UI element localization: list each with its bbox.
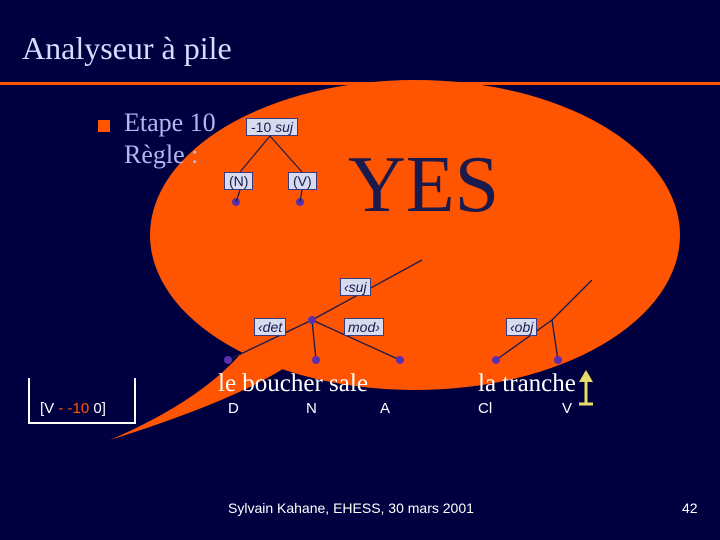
stack-close: 0]	[89, 400, 106, 417]
slide-title: Analyseur à pile	[22, 30, 232, 67]
rule-tag-num: -10	[251, 119, 271, 135]
rule-tag: -10 suj	[246, 118, 298, 136]
phrase-1: le boucher sale	[218, 370, 368, 398]
pos-V: V	[562, 400, 572, 417]
edge-label-det: ‹det	[254, 318, 286, 336]
stack-text: [V - -10 0]	[40, 400, 106, 417]
rule-dot-right	[296, 198, 304, 206]
edge-label-obj: ‹obj	[506, 318, 537, 336]
edge-label-mod: mod›	[344, 318, 384, 336]
rule-right: (V)	[288, 172, 317, 190]
pos-A: A	[380, 400, 390, 417]
stack-open: [V	[40, 400, 58, 417]
yes-text: YES	[348, 140, 499, 231]
tree-dot	[554, 356, 562, 364]
rule-dot-left	[232, 198, 240, 206]
page-number: 42	[682, 500, 698, 516]
tree-dot	[312, 356, 320, 364]
pos-N: N	[306, 400, 317, 417]
tree-dot	[492, 356, 500, 364]
footer-text: Sylvain Kahane, EHESS, 30 mars 2001	[228, 500, 474, 516]
title-underline	[0, 82, 720, 85]
rule-left: (N)	[224, 172, 253, 190]
speech-bubble	[0, 0, 720, 540]
tree-dot	[308, 316, 316, 324]
tree-dot	[224, 356, 232, 364]
stack-mid: - -10	[58, 400, 89, 417]
bullet-icon	[98, 120, 110, 132]
rule-tag-word: suj	[275, 119, 293, 135]
slide: Analyseur à pile Etape 10 Règle : -10 su…	[0, 0, 720, 540]
phrase-2: la tranche	[478, 370, 576, 398]
bullet-line-2: Règle :	[124, 140, 198, 170]
bullet-line-1: Etape 10	[124, 108, 216, 138]
tree-dot	[396, 356, 404, 364]
edge-label-suj: ‹suj	[340, 278, 371, 296]
pos-D: D	[228, 400, 239, 417]
pos-Cl: Cl	[478, 400, 492, 417]
